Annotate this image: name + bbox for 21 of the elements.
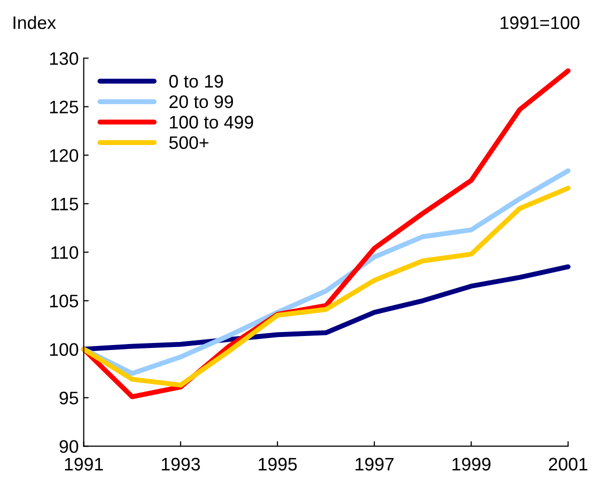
x-tick-label: 1995 [258, 458, 297, 471]
y-axis-title: Index [14, 16, 56, 30]
x-tick-label: 1997 [356, 458, 394, 471]
y-tick-label: 120 [50, 149, 78, 162]
x-tick-label: 1999 [452, 458, 490, 471]
legend-label: 100 to 499 [170, 116, 254, 129]
y-tick-label: 95 [60, 392, 78, 404]
text: 1991=100 [500, 16, 580, 30]
x-tick-label: 2001 [548, 458, 588, 471]
legend-label: 500+ [169, 136, 208, 150]
y-tick-label: 125 [50, 100, 78, 114]
y-tick-label: 110 [51, 246, 78, 259]
x-tick-label: 1993 [162, 458, 200, 471]
y-tick-label: 105 [50, 294, 78, 308]
y-tick-label: 100 [50, 343, 78, 356]
x-tick-label: 1991 [65, 458, 103, 471]
legend-label: 0 to 19 [169, 74, 223, 88]
y-tick-label: 130 [50, 52, 78, 65]
y-tick-label: 90 [60, 440, 78, 453]
y-tick-label: 115 [51, 198, 78, 210]
legend-label: 20 to 99 [169, 95, 233, 108]
